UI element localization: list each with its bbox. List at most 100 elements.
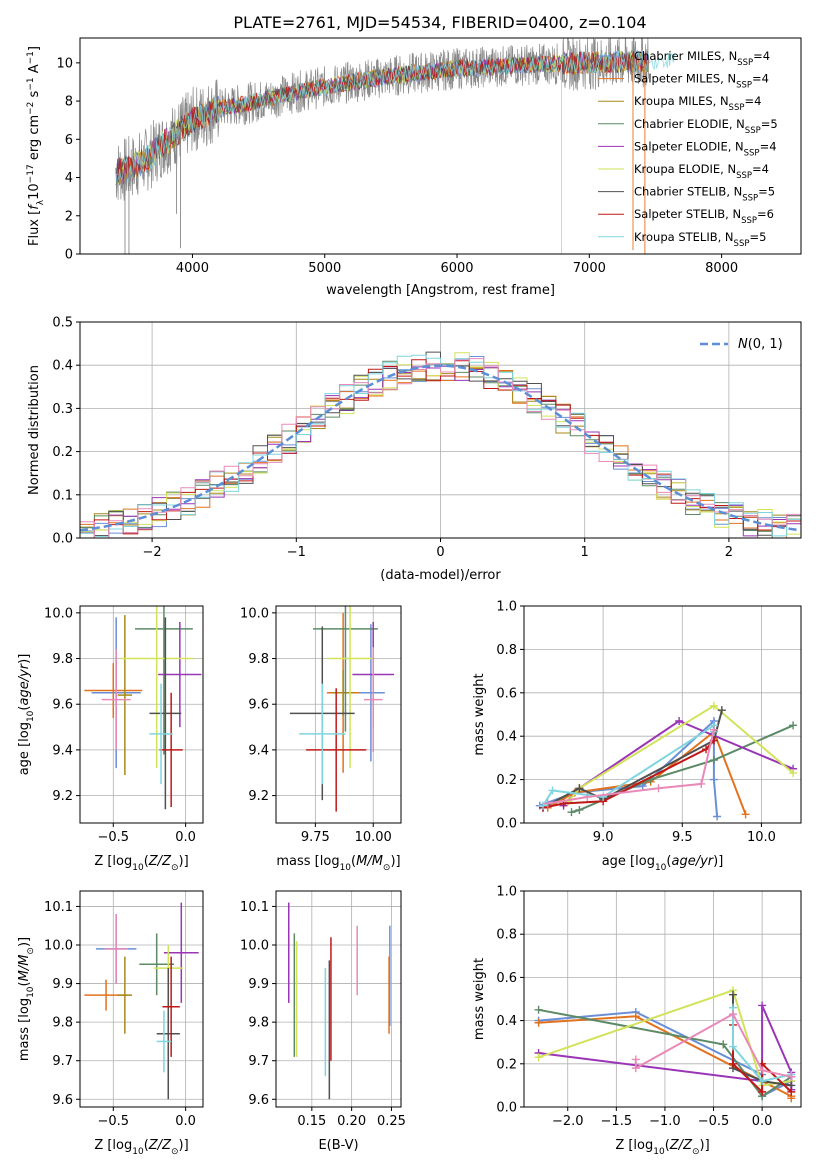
x-tick-label: 0.25 (377, 1114, 406, 1129)
gaussian-legend-label: N(0, 1) (738, 337, 783, 352)
y-tick-label: 9.4 (52, 743, 73, 758)
z-weight-plot-area (534, 986, 796, 1103)
x-tick-label: −0.5 (97, 830, 129, 845)
y-tick-label: 8 (65, 95, 73, 110)
age-weight-plot-area (535, 701, 798, 821)
weight-marker (697, 779, 706, 788)
errorbar-point (120, 606, 193, 769)
errorbar-point (331, 669, 355, 716)
panel-mass-age: 9.75 10.00 9.2 9.4 9.6 9.8 10.0 mass [log10(M/M… (240, 605, 402, 873)
x-tick-label: 0 (436, 545, 444, 560)
axes-frame (275, 890, 402, 1108)
y-tick-label: 0.8 (496, 643, 517, 658)
weight-marker (728, 990, 737, 999)
errorbar-point (104, 914, 128, 984)
errorbar-point (134, 606, 193, 755)
weight-marker (741, 810, 750, 819)
x-tick-label: 9.5 (672, 830, 693, 845)
y-tick-label: 10.1 (44, 900, 73, 915)
weight-marker (675, 717, 684, 726)
x-tick-label: −0.5 (97, 1114, 129, 1129)
weight-line-kroupa-stelib (732, 1007, 792, 1083)
weight-marker (728, 1059, 737, 1068)
y-tick-label: 0.6 (496, 686, 517, 701)
legend-entry: Salpeter ELODIE, NSSP=4 (634, 139, 777, 158)
panel-residuals: −2 −1 0 1 2 0.0 0.1 0.2 0.3 0.4 0.5 N(0, 1) (data-mo… (27, 316, 802, 583)
x-axis-label: mass [log10(M/M⊙)] (276, 854, 400, 873)
panel-z-age: −0.5 0.0 9.2 9.4 9.6 9.8 10.0 Z [log10(Z/Z⊙)] ag… (17, 605, 204, 873)
y-tick-label: 9.7 (248, 1054, 269, 1069)
weight-line-chabrier-elodie (538, 1008, 792, 1098)
weight-marker (789, 721, 798, 730)
y-tick-label: 9.8 (52, 1016, 73, 1031)
errorbar-point (357, 624, 385, 762)
y-tick-label: 9.9 (248, 977, 269, 992)
y-tick-label: 0.2 (496, 1057, 517, 1072)
weight-marker (631, 1055, 640, 1064)
errorbar-point (117, 615, 133, 776)
histogram-pink (80, 358, 801, 538)
y-tick-label: 1.0 (496, 600, 517, 615)
axes-frame (79, 890, 204, 1108)
y-tick-label: 0.4 (52, 359, 73, 374)
y-tick-label: 1.0 (496, 885, 517, 900)
y-tick-label: 6 (65, 133, 73, 148)
weight-line-kroupa-elodie (567, 704, 794, 802)
y-tick-label: 9.7 (52, 1054, 73, 1069)
weight-marker (548, 786, 557, 795)
weight-marker (717, 706, 726, 715)
x-tick-label: 0.15 (297, 1114, 326, 1129)
y-tick-label: 10.0 (44, 606, 73, 621)
legend-entry: Chabrier ELODIE, NSSP=5 (634, 117, 778, 136)
figure-title: PLATE=2761, MJD=54534, FIBERID=0400, z=0… (233, 13, 646, 32)
weight-line-kroupa-stelib (542, 723, 715, 807)
x-axis-label: wavelength [Angstrom, rest frame] (326, 283, 555, 298)
weight-marker (575, 805, 584, 814)
axes-frame (275, 605, 402, 824)
panel-z-weight: −2.0 −1.5 −1.0 −0.5 0.0 0.0 0.2 0.4 0.6 0.8 1.0 Z [… (472, 885, 802, 1157)
weight-marker (631, 1012, 640, 1021)
y-tick-label: 9.6 (52, 698, 73, 713)
weight-marker (709, 775, 718, 784)
x-tick-label: 9.0 (593, 830, 614, 845)
y-tick-label: 9.8 (52, 652, 73, 667)
x-tick-label: −0.5 (698, 1114, 730, 1129)
y-tick-label: 10 (56, 56, 73, 71)
legend-entry: Kroupa ELODIE, NSSP=4 (634, 162, 769, 181)
y-tick-label: 9.6 (248, 1093, 269, 1108)
y-tick-label: 10.0 (44, 939, 73, 954)
errorbar-point (84, 663, 143, 718)
legend-entry: Chabrier STELIB, NSSP=5 (634, 185, 775, 204)
weight-marker (758, 1001, 767, 1010)
y-tick-label: 0.0 (496, 817, 517, 832)
x-tick-label: 0.20 (337, 1114, 366, 1129)
weight-marker (709, 725, 718, 734)
y-tick-label: 0.6 (496, 971, 517, 986)
weight-marker (758, 1087, 767, 1096)
panel-z-mass: −0.5 0.0 9.6 9.7 9.8 9.9 10.0 10.1 Z [log10(Z/Z⊙… (17, 890, 204, 1157)
y-tick-label: 9.2 (52, 789, 73, 804)
z-age-plot-area (84, 606, 202, 810)
errorbar-point (326, 606, 374, 769)
weight-marker (534, 1005, 543, 1014)
errorbar-point (306, 688, 367, 812)
errorbar-point (117, 956, 133, 1034)
x-tick-label: 0.0 (752, 1114, 773, 1129)
panel-ebv-mass: 0.15 0.20 0.25 9.6 9.7 9.8 9.9 10.0 10.1 E(B-V) (240, 890, 406, 1153)
errorbar-point (156, 1010, 172, 1073)
y-axis-label: age [log10(age/yr)] (17, 654, 36, 776)
y-tick-label: 0.1 (52, 488, 73, 503)
y-tick-label: 9.8 (248, 652, 269, 667)
weight-marker (583, 792, 592, 801)
y-tick-label: 9.6 (248, 698, 269, 713)
panel-age-weight: 9.0 9.5 10.0 0.0 0.2 0.4 0.6 0.8 1.0 age [log10(a… (472, 600, 802, 873)
y-tick-label: 10.0 (240, 939, 269, 954)
weight-marker (789, 769, 798, 778)
errorbar-point (313, 606, 378, 732)
histogram-salpeter-stelib (80, 359, 801, 538)
x-tick-label: −1.5 (601, 1114, 633, 1129)
y-axis-label: mass weight (472, 673, 487, 755)
weight-marker (758, 1077, 767, 1086)
model-spectrum-kroupa-stelib (118, 50, 675, 183)
x-tick-label: 7000 (573, 261, 606, 276)
